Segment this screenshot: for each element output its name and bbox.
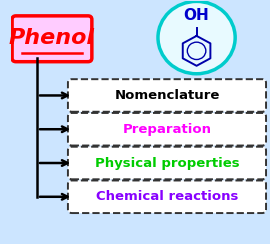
Text: Nomenclature: Nomenclature [114, 89, 220, 102]
Text: Chemical reactions: Chemical reactions [96, 190, 238, 203]
FancyBboxPatch shape [68, 113, 266, 145]
Text: OH: OH [184, 8, 210, 23]
FancyBboxPatch shape [68, 181, 266, 213]
Circle shape [158, 1, 235, 74]
FancyBboxPatch shape [68, 79, 266, 112]
Text: Physical properties: Physical properties [95, 156, 239, 170]
FancyBboxPatch shape [68, 147, 266, 179]
Text: Phenol: Phenol [9, 28, 95, 48]
FancyBboxPatch shape [12, 16, 92, 62]
Text: Preparation: Preparation [123, 123, 211, 136]
